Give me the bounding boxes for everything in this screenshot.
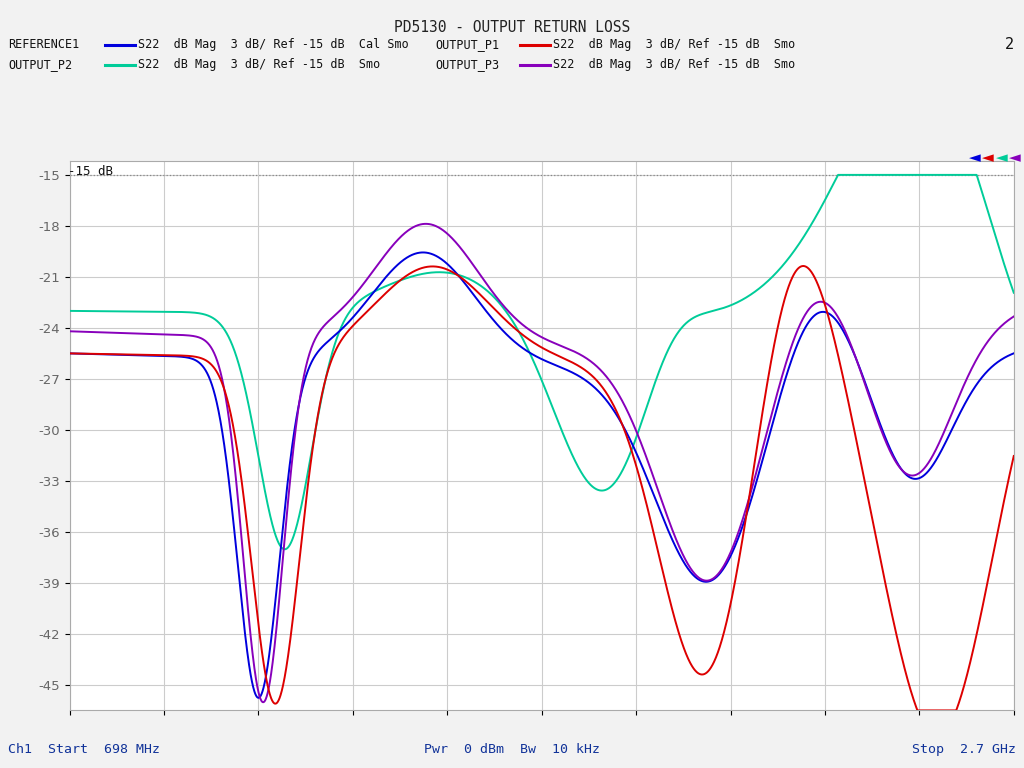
Text: ◄: ◄ — [969, 150, 981, 165]
Text: OUTPUT_P1: OUTPUT_P1 — [435, 38, 500, 51]
Text: REFERENCE1: REFERENCE1 — [8, 38, 80, 51]
Text: S22  dB Mag  3 dB/ Ref -15 dB  Cal Smo: S22 dB Mag 3 dB/ Ref -15 dB Cal Smo — [138, 38, 409, 51]
Text: Ch1  Start  698 MHz: Ch1 Start 698 MHz — [8, 743, 160, 756]
Text: PD5130 - OUTPUT RETURN LOSS: PD5130 - OUTPUT RETURN LOSS — [394, 20, 630, 35]
Text: 2: 2 — [1005, 37, 1014, 52]
Text: S22  dB Mag  3 dB/ Ref -15 dB  Smo: S22 dB Mag 3 dB/ Ref -15 dB Smo — [553, 38, 796, 51]
Text: ◄: ◄ — [1009, 150, 1021, 165]
Text: S22  dB Mag  3 dB/ Ref -15 dB  Smo: S22 dB Mag 3 dB/ Ref -15 dB Smo — [553, 58, 796, 71]
Text: -15 dB: -15 dB — [68, 165, 113, 178]
Text: OUTPUT_P3: OUTPUT_P3 — [435, 58, 500, 71]
Text: Stop  2.7 GHz: Stop 2.7 GHz — [911, 743, 1016, 756]
Text: ◄: ◄ — [982, 150, 994, 165]
Text: OUTPUT_P2: OUTPUT_P2 — [8, 58, 73, 71]
Text: ◄: ◄ — [995, 150, 1008, 165]
Text: S22  dB Mag  3 dB/ Ref -15 dB  Smo: S22 dB Mag 3 dB/ Ref -15 dB Smo — [138, 58, 381, 71]
Text: Pwr  0 dBm  Bw  10 kHz: Pwr 0 dBm Bw 10 kHz — [424, 743, 600, 756]
